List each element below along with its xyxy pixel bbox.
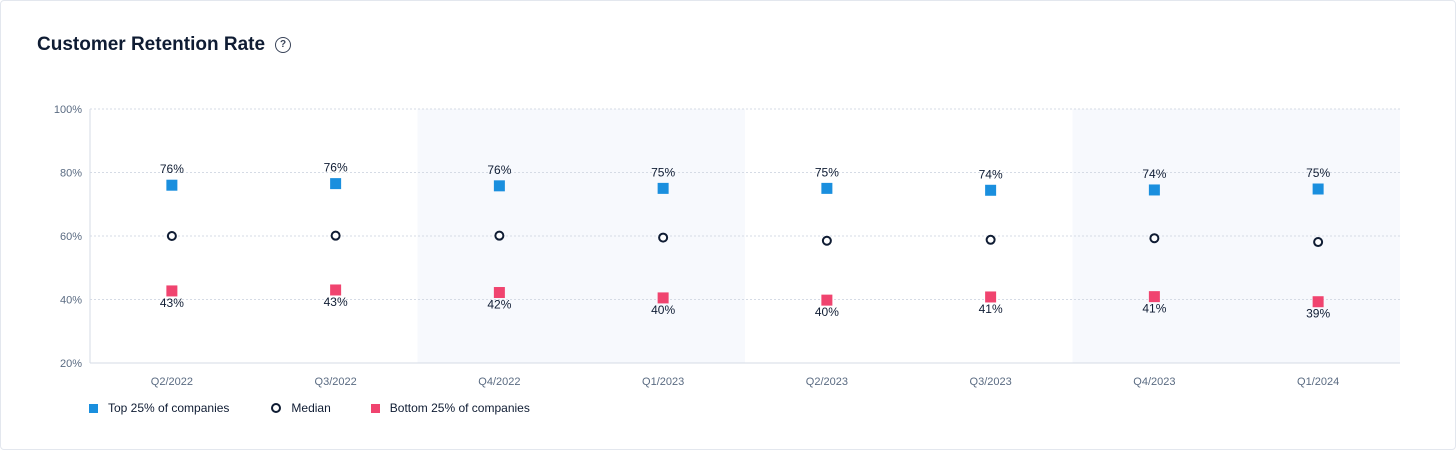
median-point [330, 230, 341, 241]
x-tick-label: Q2/2022 [151, 376, 193, 388]
bottom-quartile-point [657, 292, 669, 304]
bottom-data-label: 40% [651, 303, 675, 317]
x-tick-label: Q4/2023 [1133, 376, 1175, 388]
median-point [1149, 233, 1160, 244]
bottom-quartile-point [1312, 296, 1324, 308]
legend-top-swatch [89, 403, 98, 413]
top-quartile-point [657, 182, 669, 194]
top-quartile-point [493, 180, 505, 192]
title-row: Customer Retention Rate ? [37, 34, 292, 56]
top-data-label: 75% [815, 165, 839, 179]
top-data-label: 76% [160, 162, 184, 176]
y-tick-label: 100% [54, 104, 82, 116]
bottom-data-label: 43% [160, 296, 184, 310]
bottom-quartile-point [330, 284, 342, 296]
x-tick-label: Q2/2023 [806, 376, 848, 388]
median-point [985, 234, 996, 245]
legend-item-top[interactable]: Top 25% of companies [89, 401, 229, 415]
bottom-quartile-point [166, 285, 178, 297]
legend-bottom-label: Bottom 25% of companies [389, 401, 530, 415]
x-tick-label: Q1/2023 [642, 376, 684, 388]
top-quartile-point [330, 178, 342, 190]
top-quartile-point [985, 184, 997, 196]
top-data-label: 76% [324, 161, 348, 175]
bottom-data-label: 42% [487, 298, 511, 312]
legend-median-label: Median [291, 401, 331, 415]
top-data-label: 75% [651, 165, 675, 179]
y-tick-label: 60% [60, 231, 82, 243]
median-point [821, 235, 832, 246]
top-data-label: 74% [979, 167, 1003, 181]
chart-title: Customer Retention Rate [37, 34, 266, 55]
median-point [658, 232, 669, 243]
legend-item-bottom[interactable]: Bottom 25% of companies [370, 401, 530, 415]
top-data-label: 74% [1142, 167, 1166, 181]
bottom-data-label: 40% [815, 305, 839, 319]
bottom-data-label: 43% [324, 295, 348, 309]
bottom-quartile-point [1148, 291, 1160, 303]
median-point [1313, 237, 1324, 248]
x-tick-label: Q3/2022 [315, 376, 357, 388]
top-data-label: 75% [1306, 166, 1330, 180]
legend: Top 25% of companies Median Bottom 25% o… [89, 401, 572, 415]
bottom-data-label: 39% [1306, 307, 1330, 321]
top-quartile-point [1312, 183, 1324, 195]
x-tick-label: Q1/2024 [1297, 376, 1339, 388]
top-quartile-point [166, 179, 178, 191]
median-point [166, 231, 177, 241]
bottom-data-label: 41% [979, 302, 1003, 316]
y-tick-label: 20% [60, 358, 82, 370]
top-quartile-point [1148, 184, 1160, 196]
help-circle-icon[interactable]: ? [275, 37, 292, 53]
bottom-data-label: 41% [1142, 302, 1166, 316]
x-tick-label: Q4/2022 [478, 376, 520, 388]
top-quartile-point [821, 182, 833, 194]
bottom-quartile-point [821, 294, 833, 306]
legend-median-swatch [271, 403, 282, 413]
legend-top-label: Top 25% of companies [108, 401, 230, 415]
legend-item-median[interactable]: Median [271, 401, 331, 415]
median-point [494, 230, 505, 241]
bottom-quartile-point [985, 291, 997, 303]
x-tick-label: Q3/2023 [970, 376, 1012, 388]
top-data-label: 76% [487, 163, 511, 177]
y-tick-label: 40% [60, 295, 82, 307]
legend-bottom-swatch [370, 403, 380, 413]
y-tick-label: 80% [60, 168, 82, 180]
bottom-quartile-point [493, 287, 505, 299]
